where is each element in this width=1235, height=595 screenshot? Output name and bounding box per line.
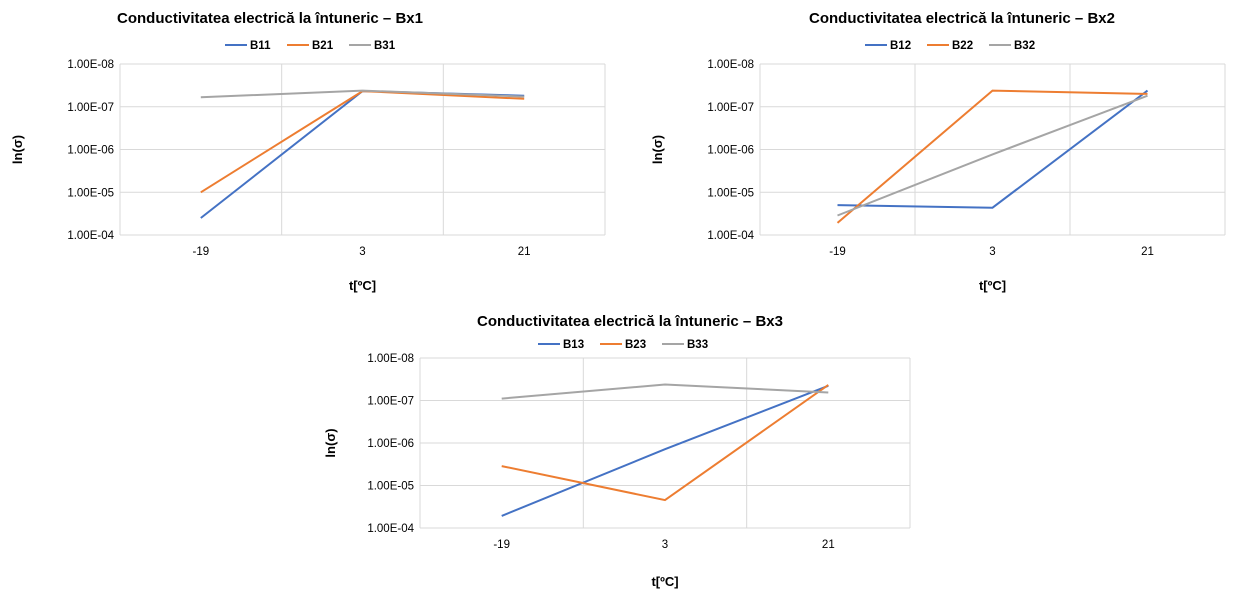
chart-bx1: 1.00E-08 1.00E-07 1.00E-06 1.00E-05 1.00E-04… xyxy=(0,0,620,300)
bx2-y-tick-label: 1.00E-06 xyxy=(707,145,754,157)
chart-bx3: 1.00E-08 1.00E-07 1.00E-06 1.00E-05 1.00E-04… xyxy=(310,300,930,595)
bx3-x-axis-title: t[ºC] xyxy=(651,574,678,589)
bx1-x-tick-label: 21 xyxy=(518,246,531,258)
bx3-series-b33 xyxy=(501,383,829,400)
bx2-legend-label-b12: B12 xyxy=(890,40,911,52)
bx1-legend-label-b21: B21 xyxy=(312,40,334,52)
bx1-y-tick-label: 1.00E-06 xyxy=(67,145,114,157)
bx1-y-tick-label: 1.00E-07 xyxy=(67,102,114,114)
bx2-x-tick-label: 21 xyxy=(1141,246,1154,258)
bx3-chart-title: Conductivitatea electrică la întuneric –… xyxy=(477,313,783,330)
bx3-y-tick-label: 1.00E-04 xyxy=(367,523,414,535)
bx3-series-b13 xyxy=(501,384,829,517)
bx2-legend-label-b32: B32 xyxy=(1014,40,1035,52)
bx3-y-tick-label: 1.00E-05 xyxy=(367,481,414,493)
chart-bx2: 1.00E-08 1.00E-07 1.00E-06 1.00E-05 1.00E-04… xyxy=(620,0,1235,300)
bx3-legend-label-b23: B23 xyxy=(625,339,646,351)
bx1-series-b11 xyxy=(200,90,525,219)
bx2-series-b32 xyxy=(837,94,1148,217)
bx1-y-tick-label: 1.00E-05 xyxy=(67,187,114,199)
bx2-chart-title: Conductivitatea electrică la întuneric –… xyxy=(809,10,1115,27)
bx1-legend-label-b31: B31 xyxy=(374,40,396,52)
bx3-y-axis-title: ln(σ) xyxy=(323,428,338,457)
bx3-x-tick-label: -19 xyxy=(493,539,510,551)
bx1-y-tick-label: 1.00E-04 xyxy=(67,230,114,242)
bx2-legend-label-b22: B22 xyxy=(952,40,973,52)
bx1-y-axis-title: ln(σ) xyxy=(10,135,25,164)
chart-bx3-svg: 1.00E-08 1.00E-07 1.00E-06 1.00E-05 1.00E-04… xyxy=(323,313,911,589)
bx2-y-axis-title: ln(σ) xyxy=(650,135,665,164)
bx1-x-tick-label: -19 xyxy=(193,246,210,258)
bx2-y-tick-label: 1.00E-08 xyxy=(707,59,754,71)
bx1-x-axis-title: t[ºC] xyxy=(349,278,376,293)
bx1-y-tick-label: 1.00E-08 xyxy=(67,59,114,71)
bx3-series-b23 xyxy=(501,384,829,502)
bx3-legend-label-b13: B13 xyxy=(563,339,584,351)
chart-bx2-svg: 1.00E-08 1.00E-07 1.00E-06 1.00E-05 1.00E-04… xyxy=(650,10,1226,293)
bx3-y-tick-label: 1.00E-07 xyxy=(367,396,414,408)
bx3-y-tick-label: 1.00E-06 xyxy=(367,438,414,450)
bx3-x-tick-label: 3 xyxy=(662,539,668,551)
chart-bx1-svg: 1.00E-08 1.00E-07 1.00E-06 1.00E-05 1.00E-04… xyxy=(10,10,606,293)
bx2-y-tick-label: 1.00E-04 xyxy=(707,230,754,242)
bx1-x-tick-label: 3 xyxy=(359,246,365,258)
bx2-x-axis-title: t[ºC] xyxy=(979,278,1006,293)
bx2-y-tick-label: 1.00E-07 xyxy=(707,102,754,114)
bx1-chart-title: Conductivitatea electrică la întuneric –… xyxy=(117,10,423,27)
bx1-series-b31 xyxy=(200,89,525,99)
bx1-legend-label-b11: B11 xyxy=(250,40,271,52)
bx3-x-tick-label: 21 xyxy=(822,539,835,551)
bx2-series-b12 xyxy=(837,89,1149,209)
bx2-x-tick-label: 3 xyxy=(989,246,995,258)
bx2-series-b22 xyxy=(836,89,1148,224)
bx2-x-tick-label: -19 xyxy=(829,246,846,258)
bx3-legend-label-b33: B33 xyxy=(687,339,708,351)
bx3-y-tick-label: 1.00E-08 xyxy=(367,353,414,365)
bx2-y-tick-label: 1.00E-05 xyxy=(707,187,754,199)
